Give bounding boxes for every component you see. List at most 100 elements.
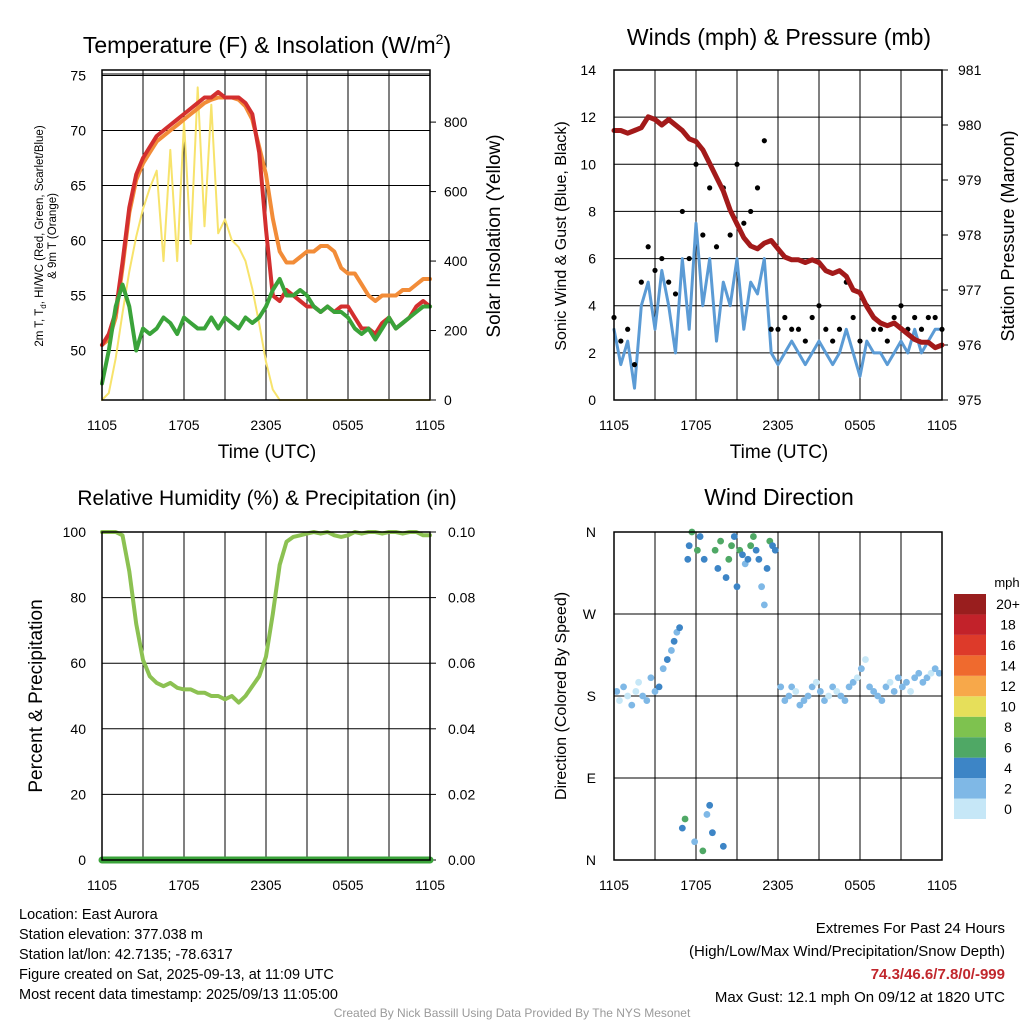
direction-point [714, 565, 722, 572]
winds-plot: 1105 1705 2305 0505 110502468101214975976977… [580, 62, 981, 433]
y-tick-label-right: 800 [444, 114, 468, 130]
colorbar-swatch [954, 614, 986, 635]
y-tick-label-right: 0 [444, 392, 452, 408]
gust-point [877, 326, 884, 332]
direction-point [812, 678, 820, 686]
colorbar-label: 6 [1004, 739, 1012, 755]
y-tick-label-right: 0.08 [448, 590, 475, 606]
direction-point [647, 674, 655, 682]
direction-point [693, 546, 701, 554]
credit-line: Created By Nick Bassill Using Data Provi… [333, 1006, 691, 1020]
colorbar-swatch [954, 737, 986, 758]
direction-point [722, 574, 730, 581]
y-tick-label-right: 979 [958, 172, 982, 188]
y-tick-label-left: N [586, 524, 596, 540]
gust-point [836, 326, 843, 332]
x-tick-label: 1105 [87, 417, 117, 433]
direction-point [903, 678, 910, 686]
x-tick-label: 1705 [168, 877, 199, 893]
x-tick-label: 1105 [87, 877, 117, 893]
direction-point [655, 683, 663, 691]
plot-frame [613, 531, 943, 861]
gust-point [918, 326, 925, 332]
x-tick-label: 0505 [844, 417, 875, 433]
gust-point [666, 279, 672, 285]
direction-point [706, 801, 714, 809]
direction-point [870, 688, 878, 695]
direction-point [755, 555, 763, 563]
direction-point [628, 701, 636, 709]
figure-created: Figure created on Sat, 2025-09-13, at 11… [19, 967, 334, 983]
direction-point [804, 692, 812, 700]
plot-frame [101, 69, 431, 401]
direction-point [862, 656, 869, 663]
y-tick-label-right: 977 [958, 282, 982, 298]
winds-panel: Winds (mph) & Pressure (mb) 1105 1705 2305… [553, 24, 1018, 463]
colorbar-label: 10 [1000, 699, 1016, 715]
y-tick-label-left: 14 [580, 62, 596, 78]
direction-point [717, 537, 724, 545]
direction-point [785, 692, 793, 700]
temperature-panel: Temperature (F) & Insolation (W/m2) 1105… [34, 31, 505, 463]
colorbar-label: 4 [1004, 760, 1012, 776]
y-tick-label-right: 0.06 [448, 655, 475, 671]
y-tick-label-left: W [583, 606, 597, 622]
direction-point [919, 678, 927, 686]
colorbar-label: 0 [1004, 801, 1012, 817]
direction-point [678, 824, 686, 832]
direction-point [915, 669, 923, 677]
y-tick-label-left: 70 [70, 123, 86, 139]
direction-point [821, 697, 828, 704]
winds-ylabel-left: Sonic Wind & Gust (Blue, Black) [553, 121, 570, 350]
y-tick-label-left: 80 [70, 590, 86, 606]
gust-point [700, 232, 706, 238]
gust-point [645, 244, 651, 250]
y-tick-label-left: S [587, 688, 596, 704]
gust-point [748, 208, 754, 215]
temperature-ylabel-left-line2: & 9m T (Orange) [47, 193, 59, 279]
colorbar-swatch [954, 655, 986, 676]
gust-point [652, 267, 658, 273]
direction-point [796, 701, 804, 709]
gust-point [884, 338, 890, 344]
y-tick-label-left: E [587, 770, 596, 786]
direction-point [752, 546, 760, 554]
x-tick-label: 1705 [680, 877, 711, 893]
extremes-info: Extremes For Past 24 Hours (High/Low/Max… [689, 917, 1005, 1009]
y-tick-label-right: 600 [444, 184, 468, 200]
direction-point [771, 546, 779, 554]
y-tick-label-right: 0.02 [448, 786, 475, 802]
gust-point [659, 255, 665, 262]
direction-ylabel-left: Direction (Colored By Speed) [553, 592, 570, 800]
y-tick-label-left: 10 [580, 156, 596, 172]
direction-point [668, 647, 675, 654]
extremes-title: Extremes For Past 24 Hours [815, 920, 1005, 937]
direction-point [898, 683, 906, 691]
series-line-sonic-wind [612, 221, 944, 390]
y-tick-label-left: 75 [70, 68, 86, 84]
y-tick-label-right: 400 [444, 253, 468, 269]
direction-point [620, 683, 627, 691]
gust-point [679, 208, 685, 215]
direction-point [777, 683, 785, 691]
x-tick-label: 1705 [680, 417, 711, 433]
direction-point [866, 683, 873, 691]
gust-point [871, 326, 877, 332]
colorbar-label: 20+ [996, 596, 1020, 612]
colorbar-label: 8 [1004, 719, 1012, 735]
gust-point [823, 326, 829, 332]
station-latlon: Station lat/lon: 42.7135; -78.6317 [19, 947, 233, 963]
gust-point [898, 303, 904, 309]
direction-point [758, 583, 765, 591]
x-tick-label: 2305 [250, 877, 281, 893]
direction-point [837, 692, 845, 700]
direction-point [613, 688, 621, 695]
x-tick-label: 0505 [332, 417, 363, 433]
direction-point [643, 697, 651, 704]
colorbar-swatch [954, 778, 986, 799]
x-tick-label: 1105 [415, 877, 445, 893]
x-tick-label: 2305 [762, 877, 793, 893]
direction-point [747, 542, 755, 550]
y-tick-label-left: 55 [70, 288, 86, 304]
